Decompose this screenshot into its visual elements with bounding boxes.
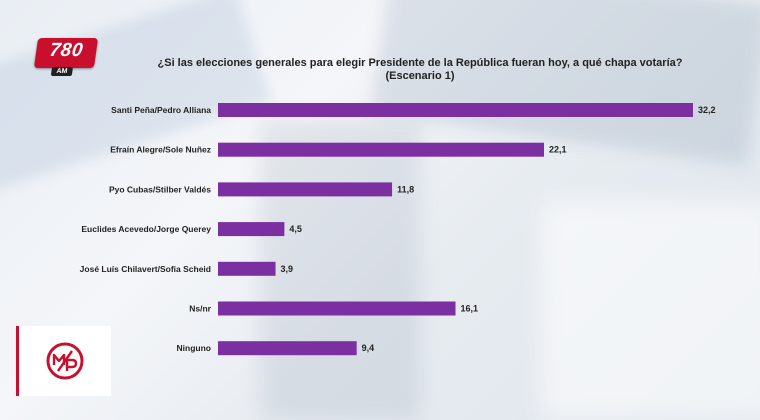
chart-title: ¿Si las elecciones generales para elegir…	[120, 57, 720, 83]
category-label: Ninguno	[177, 343, 211, 353]
category-label: Efraín Alegre/Sole Nuñez	[110, 145, 211, 155]
bar	[218, 261, 276, 276]
mp-logo-icon	[46, 342, 84, 380]
data-label: 9,4	[362, 343, 375, 353]
data-label: 22,1	[549, 145, 567, 155]
data-label: 11,8	[397, 184, 414, 194]
bar	[218, 182, 393, 197]
category-label: Euclides Acevedo/Jorge Querey	[81, 224, 211, 234]
bar	[218, 222, 285, 237]
category-label: Ns/nr	[189, 304, 211, 314]
data-label: 32,2	[698, 105, 716, 115]
bar	[218, 103, 693, 117]
bar	[218, 341, 357, 356]
data-label: 16,1	[461, 304, 479, 314]
category-label: Santi Peña/Pedro Alliana	[111, 105, 211, 115]
category-label: José Luís Chilavert/Sofia Scheid	[80, 264, 211, 274]
category-label: Pyo Cubas/Stilber Valdés	[109, 184, 211, 194]
chart-title-line1: ¿Si las elecciones generales para elegir…	[157, 57, 683, 69]
bar	[218, 142, 545, 157]
data-label: 4,5	[289, 224, 302, 234]
bar	[218, 301, 456, 316]
mp-logo	[16, 326, 111, 396]
chart-title-line2: (Escenario 1)	[385, 70, 455, 82]
data-label: 3,9	[281, 264, 294, 274]
